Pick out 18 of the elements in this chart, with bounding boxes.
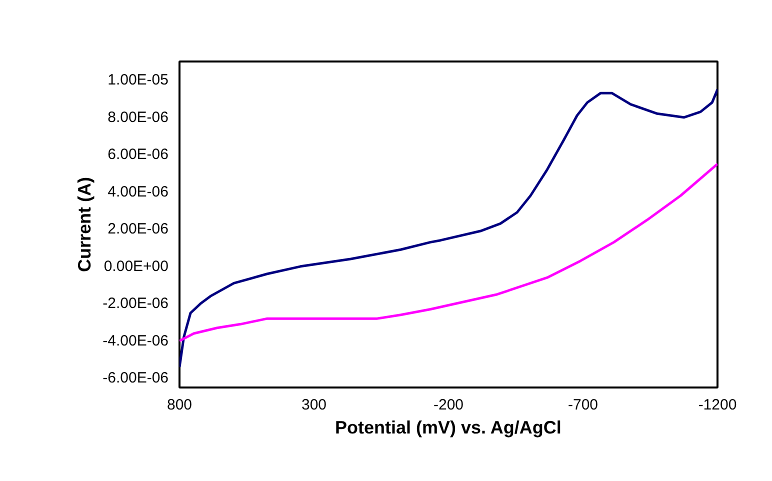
y-tick-label: 8.00E-06 <box>108 108 169 126</box>
y-tick-label: 0.00E+00 <box>104 258 169 275</box>
x-axis-title: Potential (mV) vs. Ag/AgCl <box>334 418 562 438</box>
y-axis-title: Current (A) <box>74 176 95 272</box>
x-tick-label: -700 <box>568 396 598 414</box>
y-tick-label: 1.00E-05 <box>108 72 169 89</box>
y-tick-label: 4.00E-06 <box>108 183 169 200</box>
y-tick-label: 6.00E-06 <box>108 146 169 164</box>
y-tick-label: 2.00E-06 <box>108 220 169 238</box>
x-tick-label: 300 <box>301 396 327 414</box>
x-tick-label: -200 <box>433 396 464 414</box>
line-series <box>180 162 718 342</box>
x-tick-label: 800 <box>166 396 192 414</box>
y-tick-label: -4.00E-06 <box>102 332 168 350</box>
line-series <box>180 88 718 368</box>
x-tick-label: -1200 <box>698 396 737 414</box>
y-tick-label: -6.00E-06 <box>102 370 168 387</box>
y-tick-label: -2.00E-06 <box>102 295 168 312</box>
